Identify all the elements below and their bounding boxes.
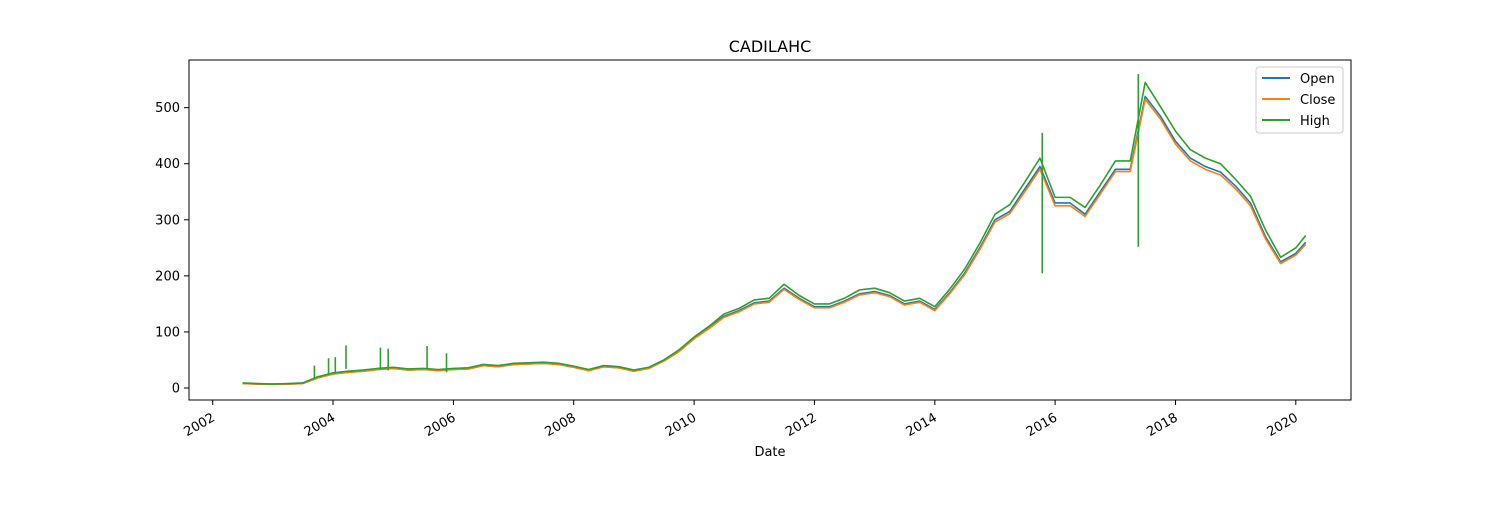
legend: Open Close High [1255, 66, 1344, 134]
x-tick-label-2010: 2010 [663, 410, 699, 440]
series-lines [242, 74, 1307, 385]
y-axis: 0 100 200 300 400 500 [155, 101, 189, 397]
x-tick-label-2006: 2006 [422, 410, 458, 440]
plot-frame [188, 59, 1352, 401]
x-axis-label: Date [754, 445, 785, 460]
x-tick-label-2018: 2018 [1144, 410, 1180, 440]
plot-area-background [189, 60, 1351, 400]
y-tick-label-0: 0 [172, 382, 180, 397]
legend-box [1255, 66, 1344, 134]
x-tick-label-2016: 2016 [1024, 410, 1060, 440]
series-line-high [242, 81, 1307, 385]
legend-label-close: Close [1300, 93, 1335, 108]
y-tick-label-200: 200 [155, 269, 180, 284]
y-tick-label-100: 100 [155, 325, 180, 340]
x-tick-label-2004: 2004 [302, 410, 338, 440]
y-tick-label-500: 500 [155, 101, 180, 116]
y-tick-label-300: 300 [155, 213, 180, 228]
legend-label-high: High [1300, 114, 1330, 129]
x-axis: 2002 2004 2006 2008 2010 2012 2014 2016 2018 2020 [182, 400, 1301, 440]
legend-label-open: Open [1300, 72, 1335, 87]
x-tick-label-2020: 2020 [1265, 410, 1301, 440]
series-line-close [242, 98, 1307, 385]
x-tick-label-2014: 2014 [904, 410, 940, 440]
x-tick-label-2002: 2002 [182, 410, 218, 440]
y-tick-label-400: 400 [155, 157, 180, 172]
chart-title: CADILAHC [729, 37, 812, 56]
x-tick-label-2012: 2012 [783, 410, 819, 440]
x-tick-label-2008: 2008 [543, 410, 579, 440]
